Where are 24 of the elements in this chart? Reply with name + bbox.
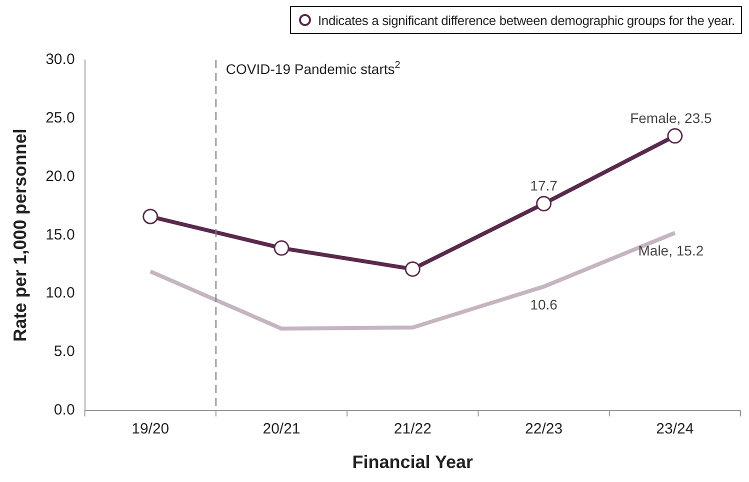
x-tick-label: 21/22 <box>394 420 432 438</box>
x-tick-label: 20/21 <box>262 420 300 438</box>
x-axis-title: Financial Year <box>352 452 474 472</box>
y-tick-label: 30.0 <box>46 51 75 68</box>
x-tick-label: 22/23 <box>525 420 563 438</box>
x-tick-label: 19/20 <box>132 420 170 438</box>
point <box>404 261 420 277</box>
y-tick-label: 10.0 <box>46 284 75 302</box>
y-tick-label: 15.0 <box>46 226 75 244</box>
point <box>536 196 552 212</box>
data-label: 17.7 <box>530 178 558 194</box>
text: Female, 23.5 <box>630 110 712 126</box>
text: Indicates a significant difference between demographic groups for the year. <box>318 12 735 28</box>
data-label: 10.6 <box>530 296 558 312</box>
point <box>667 128 683 144</box>
point <box>142 208 158 224</box>
y-tick-label: 25.0 <box>46 110 75 127</box>
text: Male, 15.2 <box>638 242 704 259</box>
x-tick-label: 23/24 <box>656 420 694 438</box>
point <box>274 240 290 256</box>
y-axis-title: Rate per 1,000 personnel <box>10 128 30 342</box>
y-tick-label: 0.0 <box>54 402 75 419</box>
y-tick-label: 20.0 <box>46 168 75 185</box>
y-tick-label: 5.0 <box>54 343 75 360</box>
